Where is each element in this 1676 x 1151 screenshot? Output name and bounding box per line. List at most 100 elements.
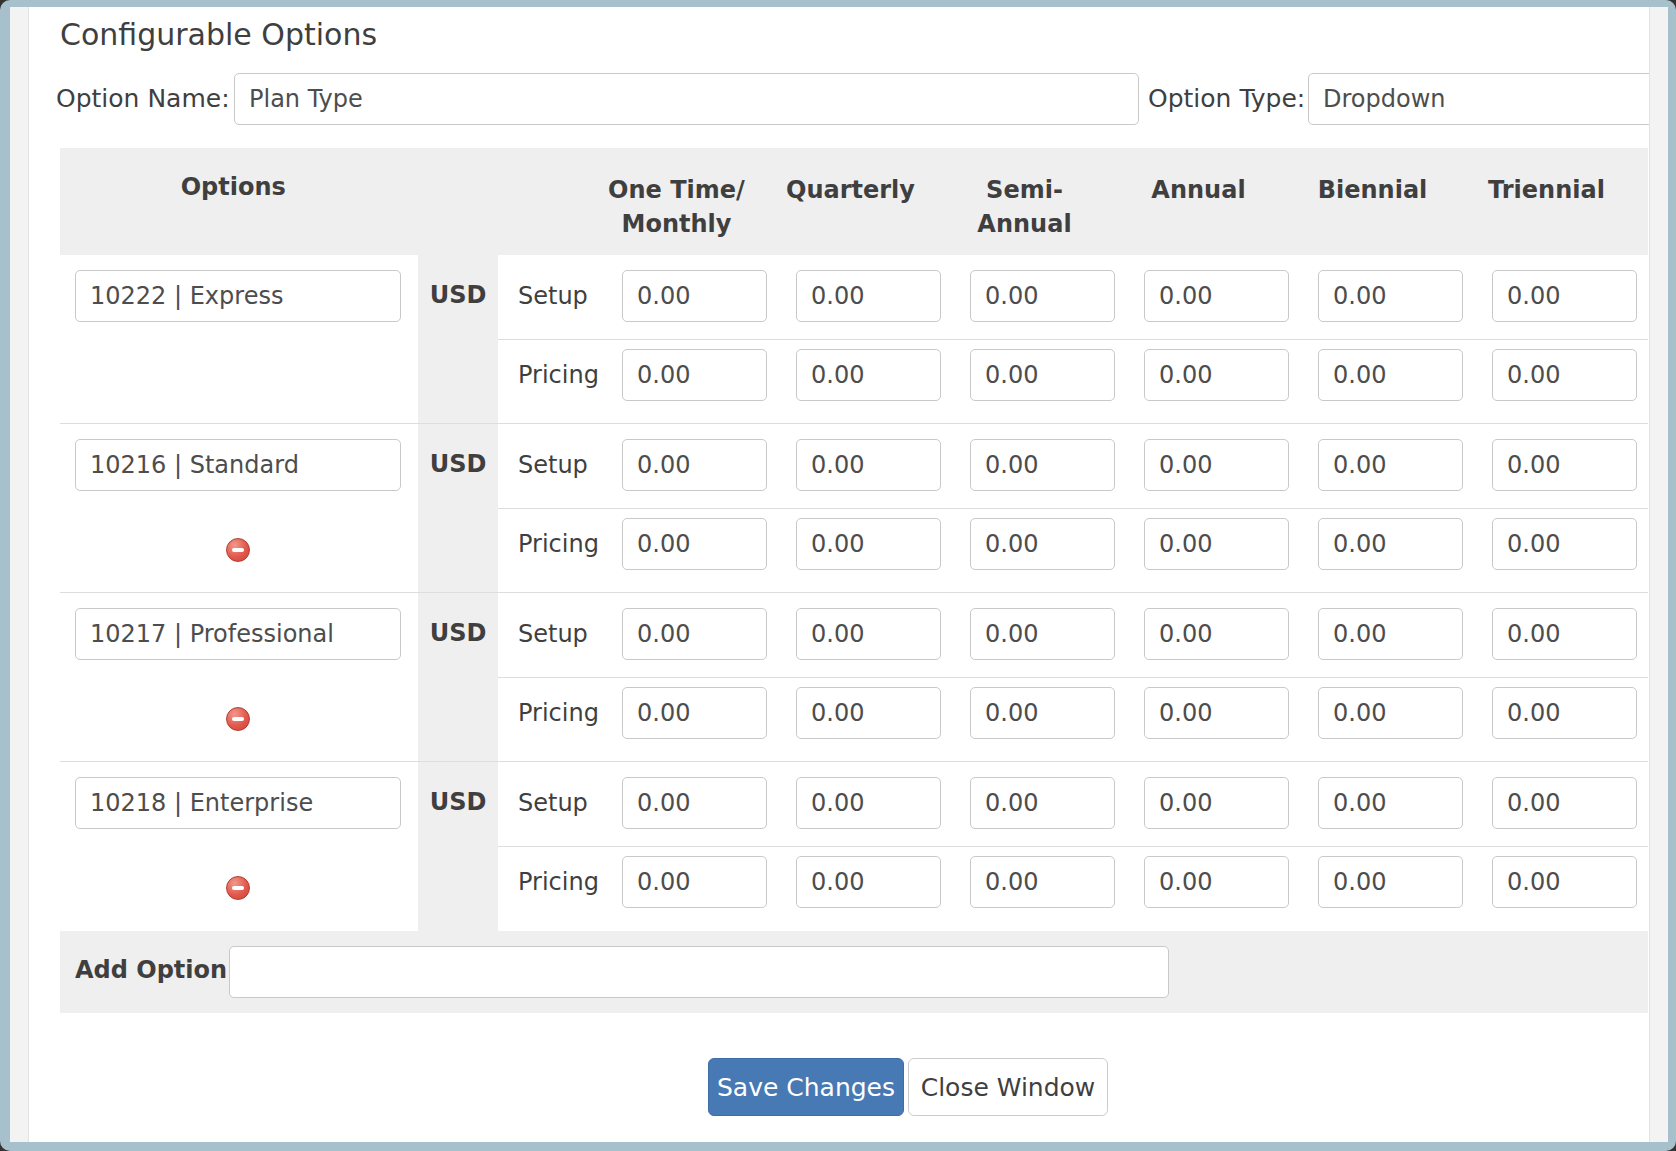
options-column-header: Options bbox=[60, 148, 407, 255]
setup-price-input[interactable] bbox=[796, 608, 941, 660]
currency-label: USD bbox=[418, 788, 498, 816]
pricing-price-input[interactable] bbox=[796, 518, 941, 570]
billing-cycle-column-header: Annual bbox=[1126, 148, 1300, 255]
pricing-price-input[interactable] bbox=[1144, 518, 1289, 570]
setup-price-input[interactable] bbox=[796, 439, 941, 491]
setup-price-input[interactable] bbox=[1492, 608, 1637, 660]
pricing-price-input[interactable] bbox=[970, 687, 1115, 739]
pricing-price-input[interactable] bbox=[1144, 856, 1289, 908]
option-type-input[interactable] bbox=[1308, 73, 1650, 125]
option-value-input[interactable] bbox=[75, 439, 401, 491]
setup-price-input[interactable] bbox=[970, 439, 1115, 491]
setup-price-input[interactable] bbox=[1318, 608, 1463, 660]
pricing-price-input[interactable] bbox=[1144, 687, 1289, 739]
billing-cycle-column-header: One Time/Monthly bbox=[604, 148, 778, 255]
pricing-price-input[interactable] bbox=[970, 856, 1115, 908]
setup-price-input[interactable] bbox=[1492, 439, 1637, 491]
option-group-row: USDSetupPricing bbox=[60, 762, 1648, 931]
setup-price-input[interactable] bbox=[622, 439, 767, 491]
pricing-price-input[interactable] bbox=[1318, 856, 1463, 908]
table-period-headers: One Time/Monthly Quarterly Semi-AnnualAnnu… bbox=[604, 148, 1648, 255]
setup-price-input[interactable] bbox=[1144, 608, 1289, 660]
setup-price-input[interactable] bbox=[970, 270, 1115, 322]
row-divider bbox=[498, 339, 1648, 340]
remove-option-icon[interactable] bbox=[226, 876, 250, 900]
pricing-price-input[interactable] bbox=[1492, 349, 1637, 401]
billing-cycle-column-header: Quarterly bbox=[778, 148, 952, 255]
option-group-row: USD Setup Pricing bbox=[60, 255, 1648, 424]
pricing-price-input[interactable] bbox=[1492, 856, 1637, 908]
pricing-price-input[interactable] bbox=[1144, 349, 1289, 401]
setup-row-label: Setup bbox=[518, 282, 588, 310]
setup-price-input[interactable] bbox=[622, 777, 767, 829]
setup-price-input[interactable] bbox=[796, 270, 941, 322]
setup-row-label: Setup bbox=[518, 451, 588, 479]
pricing-price-input[interactable] bbox=[622, 687, 767, 739]
billing-cycle-column-header-text: Quarterly bbox=[778, 148, 923, 207]
currency-label: USD bbox=[418, 619, 498, 647]
setup-price-input[interactable] bbox=[1318, 777, 1463, 829]
add-option-row: Add Option: bbox=[60, 931, 1648, 1013]
minus-bar bbox=[232, 717, 244, 721]
billing-cycle-column-header-text: Annual bbox=[1126, 148, 1271, 207]
setup-price-input[interactable] bbox=[1144, 439, 1289, 491]
setup-price-input[interactable] bbox=[796, 777, 941, 829]
row-divider bbox=[498, 508, 1648, 509]
billing-cycle-column-header-text: Triennial bbox=[1474, 148, 1619, 207]
table-header-row: Options One Time/Monthly Quarterly Semi-An… bbox=[60, 148, 1648, 255]
pricing-price-input[interactable] bbox=[970, 349, 1115, 401]
billing-cycle-column-header-text: Biennial bbox=[1300, 148, 1445, 207]
close-window-button[interactable]: Close Window bbox=[908, 1058, 1108, 1116]
pricing-price-input[interactable] bbox=[1318, 349, 1463, 401]
modal-inner-gutter: Configurable Options Option Name: Option… bbox=[10, 7, 1668, 1142]
pricing-price-input[interactable] bbox=[1318, 518, 1463, 570]
option-name-label: Option Name: bbox=[56, 84, 230, 113]
add-option-input[interactable] bbox=[229, 946, 1169, 998]
pricing-price-input[interactable] bbox=[622, 518, 767, 570]
setup-price-input[interactable] bbox=[1318, 270, 1463, 322]
remove-option-icon[interactable] bbox=[226, 538, 250, 562]
pricing-price-input[interactable] bbox=[796, 349, 941, 401]
billing-cycle-column-header: Biennial bbox=[1300, 148, 1474, 255]
minus-bar bbox=[232, 886, 244, 890]
option-groups: USD Setup Pricing USD Setup Pricing USD Setup Pr… bbox=[60, 255, 1648, 931]
setup-price-input[interactable] bbox=[622, 270, 767, 322]
pricing-row-label: Pricing bbox=[518, 868, 599, 896]
option-value-input[interactable] bbox=[75, 608, 401, 660]
currency-label: USD bbox=[418, 450, 498, 478]
setup-price-input[interactable] bbox=[970, 608, 1115, 660]
billing-cycle-column-header-text: One Time/Monthly bbox=[604, 148, 749, 241]
setup-price-input[interactable] bbox=[1492, 270, 1637, 322]
row-divider bbox=[498, 846, 1648, 847]
row-divider bbox=[498, 677, 1648, 678]
setup-row-label: Setup bbox=[518, 620, 588, 648]
modal-frame: Configurable Options Option Name: Option… bbox=[0, 0, 1676, 1151]
pricing-price-input[interactable] bbox=[622, 856, 767, 908]
setup-price-input[interactable] bbox=[1144, 777, 1289, 829]
pricing-price-input[interactable] bbox=[1492, 687, 1637, 739]
pricing-row-label: Pricing bbox=[518, 361, 599, 389]
save-changes-button[interactable]: Save Changes bbox=[708, 1058, 904, 1116]
currency-label: USD bbox=[418, 281, 498, 309]
option-name-input[interactable] bbox=[234, 73, 1139, 125]
pricing-row-label: Pricing bbox=[518, 699, 599, 727]
option-value-input[interactable] bbox=[75, 270, 401, 322]
add-option-label: Add Option: bbox=[75, 956, 237, 984]
option-value-input[interactable] bbox=[75, 777, 401, 829]
setup-price-input[interactable] bbox=[1318, 439, 1463, 491]
page-title: Configurable Options bbox=[60, 17, 377, 52]
pricing-price-input[interactable] bbox=[1492, 518, 1637, 570]
pricing-price-input[interactable] bbox=[796, 687, 941, 739]
pricing-price-input[interactable] bbox=[622, 349, 767, 401]
configurable-options-panel: Configurable Options Option Name: Option… bbox=[28, 7, 1650, 1142]
setup-price-input[interactable] bbox=[970, 777, 1115, 829]
billing-cycle-column-header: Triennial bbox=[1474, 148, 1648, 255]
pricing-price-input[interactable] bbox=[796, 856, 941, 908]
pricing-price-input[interactable] bbox=[970, 518, 1115, 570]
setup-price-input[interactable] bbox=[622, 608, 767, 660]
remove-option-icon[interactable] bbox=[226, 707, 250, 731]
setup-price-input[interactable] bbox=[1492, 777, 1637, 829]
setup-price-input[interactable] bbox=[1144, 270, 1289, 322]
billing-cycle-column-header: Semi-Annual bbox=[952, 148, 1126, 255]
pricing-price-input[interactable] bbox=[1318, 687, 1463, 739]
